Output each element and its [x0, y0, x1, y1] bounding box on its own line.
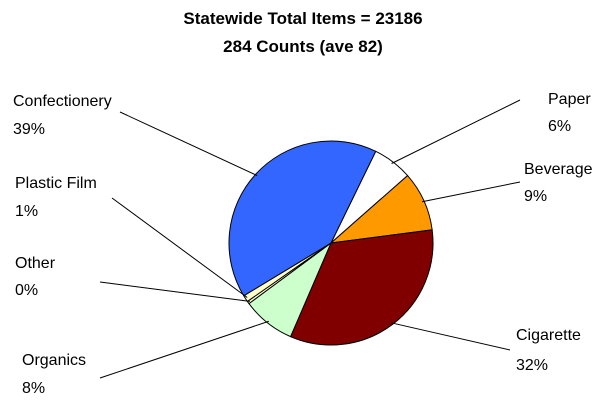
chart-title: Statewide Total Items = 23186	[183, 9, 422, 28]
slice-label-cigarette: Cigarette	[516, 327, 581, 344]
leader-line-beverage	[421, 181, 521, 203]
slice-label-other: Other	[15, 255, 56, 272]
slice-label-beverage: Beverage	[524, 161, 593, 178]
slice-label-organics: Organics	[22, 352, 86, 369]
pie-slice-cigarette	[289, 229, 434, 346]
slice-value-beverage: 9%	[524, 188, 547, 205]
slice-value-paper: 6%	[548, 118, 571, 135]
leader-line-other	[99, 281, 250, 302]
chart-subtitle: 284 Counts (ave 82)	[223, 37, 383, 56]
leader-lines	[99, 99, 521, 379]
slice-value-organics: 8%	[22, 380, 45, 397]
leader-line-cigarette	[391, 322, 511, 351]
slice-value-plastic-film: 1%	[15, 203, 38, 220]
pie-slices	[228, 140, 434, 346]
slice-label-confectionery: Confectionery	[13, 93, 112, 110]
leader-line-organics	[99, 320, 269, 379]
leader-line-paper	[391, 99, 521, 164]
pie-slice-confectionery	[228, 140, 377, 297]
slice-value-cigarette: 32%	[516, 357, 548, 374]
leader-line-confectionery	[119, 111, 258, 177]
slice-label-plastic-film: Plastic Film	[15, 175, 97, 192]
slice-value-confectionery: 39%	[13, 121, 45, 138]
leader-line-plastic-film	[111, 197, 248, 298]
slice-label-paper: Paper	[548, 91, 591, 108]
slice-value-other: 0%	[15, 282, 38, 299]
